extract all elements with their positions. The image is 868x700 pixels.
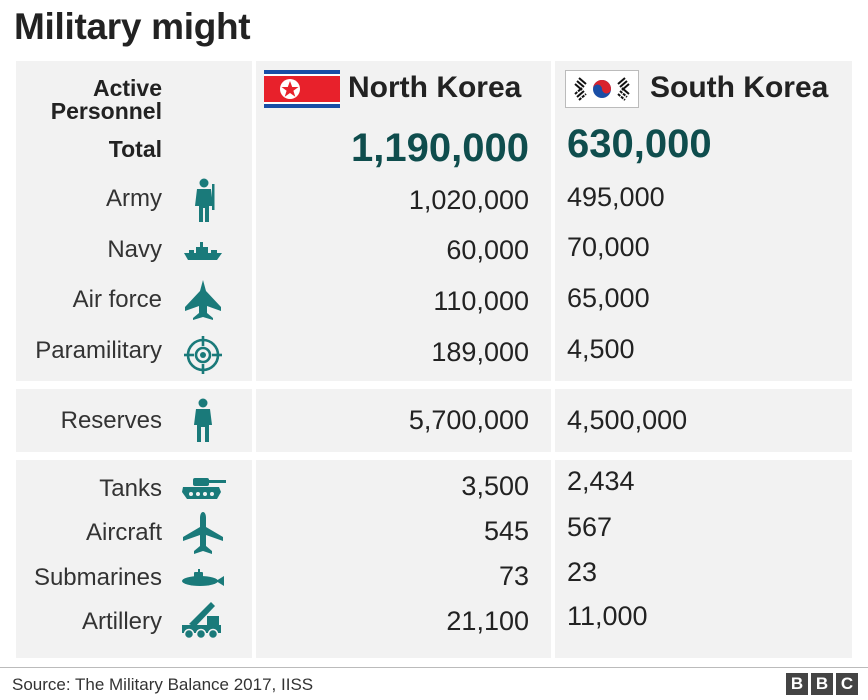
row-label: Artillery	[81, 608, 162, 635]
source-note: Source: The Military Balance 2017, IISS	[12, 675, 314, 694]
row-label: Tanks	[99, 475, 162, 502]
south-value: 65,000	[567, 283, 650, 313]
artillery-icon	[182, 602, 221, 640]
header-active-label: Active Personnel	[51, 77, 162, 123]
page-title: Military might	[14, 6, 251, 47]
north-value: 73	[498, 561, 529, 591]
south-value: 2,434	[567, 466, 635, 496]
row-label: Paramilitary	[35, 337, 162, 364]
panel-north-equipment	[256, 460, 551, 658]
south-value: 4,500	[567, 334, 635, 364]
bbc-logo-letter: C	[836, 673, 858, 695]
south-korea-header: South Korea	[650, 71, 829, 104]
person-icon	[194, 398, 212, 442]
fighter-jet-icon	[185, 280, 221, 320]
panel-south-equipment	[555, 460, 852, 658]
south-value: 4,500,000	[567, 405, 688, 435]
south-value: 567	[567, 512, 613, 542]
panel-north-active	[256, 61, 551, 381]
south-value: 70,000	[567, 232, 650, 262]
row-label: Aircraft	[85, 519, 162, 546]
north-value: 60,000	[446, 235, 529, 265]
footer-divider	[0, 667, 868, 668]
row-label: Submarines	[33, 564, 162, 591]
north-value: 110,000	[433, 286, 529, 316]
bbc-logo-letter: B	[811, 673, 833, 695]
row-label: Air force	[72, 286, 162, 313]
submarine-icon	[182, 569, 224, 586]
south-value: 11,000	[567, 601, 648, 631]
south-value: 23	[567, 557, 598, 587]
south-value: 630,000	[567, 122, 712, 166]
panel-north-reserves	[256, 389, 551, 452]
row-label: Army	[106, 185, 162, 212]
south-korea-flag-icon	[565, 70, 639, 108]
north-value: 545	[483, 516, 529, 546]
ship-icon	[184, 242, 222, 260]
north-value: 1,020,000	[408, 185, 529, 215]
panel-south-reserves	[555, 389, 852, 452]
north-korea-header: North Korea	[348, 71, 522, 104]
north-korea-flag-icon	[264, 70, 340, 108]
north-value: 189,000	[431, 337, 529, 367]
north-value: 21,100	[446, 606, 529, 636]
north-value: 3,500	[461, 471, 529, 501]
header-active-line1: Active	[92, 75, 162, 101]
soldier-icon	[195, 178, 215, 222]
crosshair-icon	[184, 336, 222, 374]
row-label: Total	[108, 136, 162, 162]
north-value: 1,190,000	[351, 126, 529, 170]
row-label: Navy	[107, 236, 162, 263]
panel-labels-reserves	[16, 389, 252, 452]
panel-labels-active	[16, 61, 252, 381]
bbc-logo-letter: B	[786, 673, 808, 695]
tank-icon	[182, 478, 226, 499]
airplane-icon	[183, 512, 223, 554]
panel-south-active	[555, 61, 852, 381]
row-label: Reserves	[60, 407, 162, 434]
south-value: 495,000	[567, 182, 665, 212]
header-active-line2: Personnel	[50, 98, 162, 124]
north-value: 5,700,000	[408, 405, 529, 435]
